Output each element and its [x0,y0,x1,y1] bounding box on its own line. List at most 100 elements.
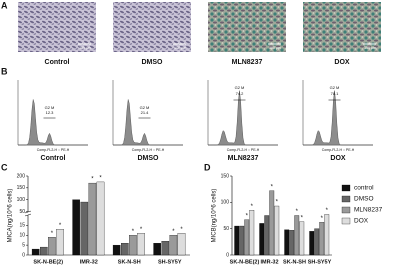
significance: * [180,227,183,233]
histogram [208,90,278,146]
bar [319,222,325,256]
scale-text: 100 μm [174,46,186,50]
histogram [113,99,183,146]
significance: * [276,200,279,206]
panel-label: B [1,66,8,76]
x-axis-label: Comp-FL2-H :: PE-H [322,148,355,152]
panel-label: A [1,0,8,10]
bar [264,215,270,256]
y-tick-label: 0 [22,252,25,258]
significance: * [296,209,299,215]
legend-label: MLN8237 [354,207,383,214]
y-axis-label: MICB(ng/10^6 cells) [212,189,218,243]
significance: * [301,215,304,221]
y-tick-label: 50 [223,226,229,232]
y-tick-label: 50 [19,209,25,215]
gate-name: G2 M [330,85,340,90]
bar [294,215,300,256]
x-tick-label: SK-N-BE(2) [33,259,63,265]
bar [244,219,250,256]
bar [72,199,80,256]
x-tick-label: SK-N-SH [283,259,306,265]
bar [239,225,245,256]
histogram [18,99,88,146]
image-label: Control [45,59,70,66]
scale-text: 100 μm [269,46,281,50]
axis-break [25,212,31,215]
bar [153,242,161,256]
image-label: DMSO [142,59,164,66]
legend-swatch [341,217,351,225]
y-tick-label: 150 [17,185,26,191]
y-axis-label: MICA(ng/10^6 cells) [8,189,14,243]
significance: * [251,204,254,210]
gate-name: G2 M [140,105,150,110]
gate-percent: 21.4 [141,110,150,115]
x-tick-label: SH-SY5Y [158,259,182,265]
legend-label: control [354,185,374,192]
bar [284,229,290,256]
histogram [303,90,373,146]
bar [309,231,315,256]
x-tick-label: SH-SY5Y [308,259,332,265]
y-tick-label: 100 [17,197,26,203]
bar [177,233,186,256]
bar [31,248,40,256]
gate-name: G2 M [235,85,245,90]
bar [269,190,275,256]
panel-label: D [204,162,211,172]
bar [314,228,320,256]
gate-percent: 74.2 [236,91,245,96]
x-tick-label: IMR-32 [260,259,278,265]
significance: * [321,216,324,222]
bar [137,233,145,256]
histogram-label: MLN8237 [228,155,259,162]
legend-swatch [341,206,351,214]
scale-text: 100 μm [364,46,376,50]
bar [249,210,255,256]
axis-break [24,210,32,214]
bar [48,237,56,256]
significance: * [326,208,329,214]
x-axis-label: Comp-FL2-H :: PE-H [227,148,260,152]
histogram-label: Control [41,155,66,162]
x-tick-label: SK-N-SH [118,259,141,265]
y-tick-label: 5 [22,242,25,248]
scale-text: 100 μm [79,46,91,50]
bar [324,214,330,256]
x-axis-label: Comp-FL2-H :: PE-H [37,148,70,152]
gate-percent: 12.3 [46,110,55,115]
bar [88,182,97,256]
significance: * [91,177,94,183]
x-tick-label: SK-N-BE(2) [230,259,260,265]
bar [299,221,305,256]
x-tick-label: IMR-32 [80,259,98,265]
image-label: DOX [334,59,350,66]
bar [161,241,170,256]
significance: * [99,175,102,181]
y-tick-label: 150 [221,173,230,179]
bar [80,201,89,256]
significance: * [140,227,143,233]
x-axis-label: Comp-FL2-H :: PE-H [132,148,165,152]
significance: * [59,223,62,229]
significance: * [246,213,249,219]
gate-name: G2 M [45,105,55,110]
y-tick-label: 10 [19,233,25,239]
legend-label: DOX [354,218,369,225]
panel-label: C [1,162,8,172]
y-tick-label: 15 [19,223,25,229]
bar [234,225,240,256]
y-tick-label: 100 [221,200,230,206]
bar [40,246,48,256]
bar [96,181,105,256]
legend-swatch [341,184,351,192]
legend-label: DMSO [354,196,374,203]
bar [274,205,280,256]
histogram-label: DMSO [138,155,160,162]
y-tick-label: 0 [226,252,229,258]
significance: * [172,229,175,235]
bar [129,235,137,256]
